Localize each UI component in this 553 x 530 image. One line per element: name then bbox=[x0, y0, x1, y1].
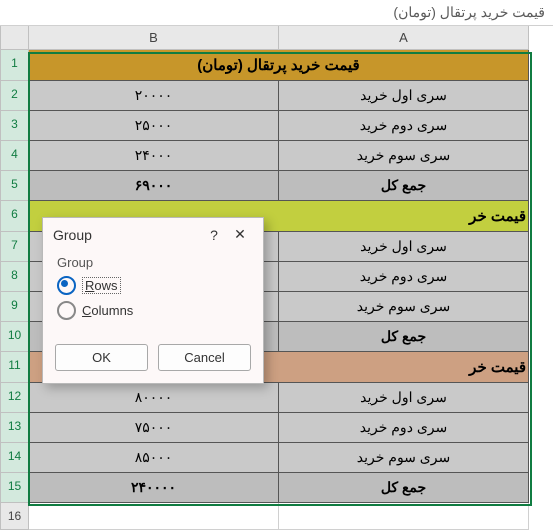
dialog-buttons: OK Cancel bbox=[43, 338, 263, 383]
row-header-11[interactable]: 11 bbox=[1, 352, 29, 383]
cell-A2[interactable]: سری اول خرید bbox=[279, 81, 529, 111]
ok-button[interactable]: OK bbox=[55, 344, 148, 371]
col-header-B[interactable]: B bbox=[29, 26, 279, 50]
row-header-13[interactable]: 13 bbox=[1, 413, 29, 443]
row-header-12[interactable]: 12 bbox=[1, 383, 29, 413]
formula-bar[interactable]: قیمت خرید پرتقال (تومان) bbox=[0, 0, 553, 26]
close-icon[interactable]: ✕ bbox=[227, 226, 253, 243]
help-icon[interactable]: ? bbox=[201, 227, 227, 243]
cell-B16[interactable] bbox=[29, 503, 279, 530]
cell-A5[interactable]: جمع کل bbox=[279, 171, 529, 201]
row-header-5[interactable]: 5 bbox=[1, 171, 29, 201]
cell-B15[interactable]: ۲۴۰۰۰۰ bbox=[29, 473, 279, 503]
row-header-9[interactable]: 9 bbox=[1, 292, 29, 322]
col-header-A[interactable]: A bbox=[279, 26, 529, 50]
row-header-1[interactable]: 1 bbox=[1, 50, 29, 81]
dialog-title: Group bbox=[53, 227, 92, 243]
radio-columns-icon bbox=[57, 301, 76, 320]
cell-A10[interactable]: جمع کل bbox=[279, 322, 529, 352]
group-label: Group bbox=[57, 255, 249, 270]
cell-A13[interactable]: سری دوم خرید bbox=[279, 413, 529, 443]
radio-rows-icon bbox=[57, 276, 76, 295]
cell-A14[interactable]: سری سوم خرید bbox=[279, 443, 529, 473]
cell-merged-1[interactable]: قیمت خرید پرتقال (تومان) bbox=[29, 50, 529, 81]
cancel-button[interactable]: Cancel bbox=[158, 344, 251, 371]
cell-A15[interactable]: جمع کل bbox=[279, 473, 529, 503]
corner-header[interactable] bbox=[1, 26, 29, 50]
dialog-titlebar[interactable]: Group ? ✕ bbox=[43, 218, 263, 251]
row-header-2[interactable]: 2 bbox=[1, 81, 29, 111]
row-header-6[interactable]: 6 bbox=[1, 201, 29, 232]
cell-B2[interactable]: ۲۰۰۰۰ bbox=[29, 81, 279, 111]
row-header-10[interactable]: 10 bbox=[1, 322, 29, 352]
radio-columns-label: Columns bbox=[82, 303, 133, 318]
cell-B13[interactable]: ۷۵۰۰۰ bbox=[29, 413, 279, 443]
cell-A12[interactable]: سری اول خرید bbox=[279, 383, 529, 413]
row-header-3[interactable]: 3 bbox=[1, 111, 29, 141]
cell-A3[interactable]: سری دوم خرید bbox=[279, 111, 529, 141]
cell-A9[interactable]: سری سوم خرید bbox=[279, 292, 529, 322]
formula-bar-text: قیمت خرید پرتقال (تومان) bbox=[393, 4, 545, 20]
cell-B4[interactable]: ۲۴۰۰۰ bbox=[29, 141, 279, 171]
group-dialog: Group ? ✕ Group Rows Columns OK Cancel bbox=[42, 217, 264, 384]
radio-columns[interactable]: Columns bbox=[57, 301, 249, 320]
dialog-body: Group Rows Columns bbox=[43, 251, 263, 338]
cell-A8[interactable]: سری دوم خرید bbox=[279, 262, 529, 292]
row-header-15[interactable]: 15 bbox=[1, 473, 29, 503]
row-header-16[interactable]: 16 bbox=[1, 503, 29, 530]
cell-A7[interactable]: سری اول خرید bbox=[279, 232, 529, 262]
row-header-7[interactable]: 7 bbox=[1, 232, 29, 262]
cell-B12[interactable]: ۸۰۰۰۰ bbox=[29, 383, 279, 413]
cell-B5[interactable]: ۶۹۰۰۰ bbox=[29, 171, 279, 201]
radio-rows[interactable]: Rows bbox=[57, 276, 249, 295]
cell-B3[interactable]: ۲۵۰۰۰ bbox=[29, 111, 279, 141]
row-header-4[interactable]: 4 bbox=[1, 141, 29, 171]
radio-rows-label: Rows bbox=[82, 277, 121, 294]
cell-A16[interactable] bbox=[279, 503, 529, 530]
row-header-8[interactable]: 8 bbox=[1, 262, 29, 292]
cell-B14[interactable]: ۸۵۰۰۰ bbox=[29, 443, 279, 473]
cell-A4[interactable]: سری سوم خرید bbox=[279, 141, 529, 171]
row-header-14[interactable]: 14 bbox=[1, 443, 29, 473]
